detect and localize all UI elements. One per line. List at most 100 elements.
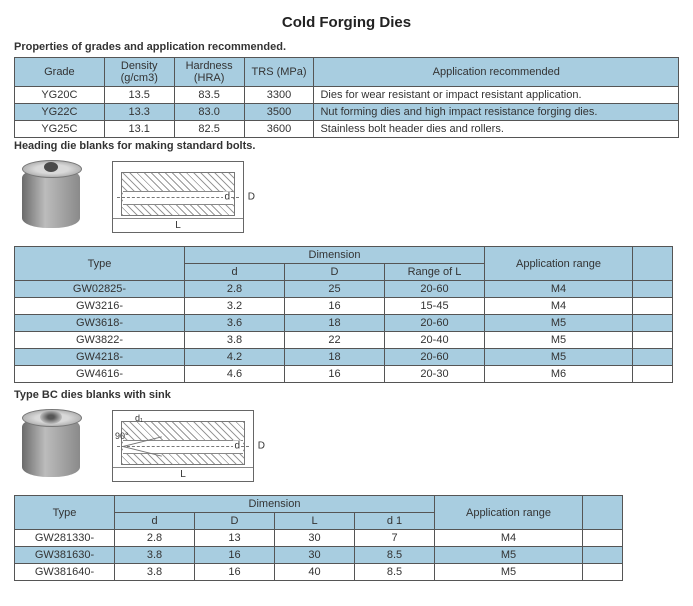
cylinder-plain-icon [18,160,84,234]
cell: 16 [195,547,275,564]
page-title: Cold Forging Dies [14,14,679,31]
bc-die-table: TypeDimensionApplication rangedDLd 1GW28… [14,495,623,581]
cell [633,349,673,366]
cell: 8.5 [355,547,435,564]
cell [633,281,673,298]
cell: 82.5 [174,121,244,138]
cell: 4.2 [185,349,285,366]
cell [583,530,623,547]
cell: 30 [275,547,355,564]
cell: 2.8 [115,530,195,547]
dim-L: L [113,218,243,232]
cell [633,298,673,315]
cell [633,315,673,332]
section3-label: Type BC dies blanks with sink [14,389,679,401]
cell: GW4616- [15,366,185,383]
cell: 3.8 [185,332,285,349]
cell: 3300 [244,87,314,104]
cell: M4 [485,281,633,298]
cell: 30 [275,530,355,547]
dim-d: d [223,192,231,203]
dim-L: L [113,467,253,481]
cell [633,247,673,281]
cell: M5 [485,332,633,349]
cell: 13.5 [104,87,174,104]
cell: M4 [485,298,633,315]
cell: GW3216- [15,298,185,315]
grades-table: GradeDensity (g/cm3)Hardness (HRA)TRS (M… [14,57,679,138]
cell: GW381640- [15,564,115,581]
cell: 16 [285,298,385,315]
dim-D: D [258,441,265,452]
cell: M5 [435,564,583,581]
cell: Nut forming dies and high impact resista… [314,104,679,121]
cell: Dies for wear resistant or impact resist… [314,87,679,104]
cell: YG20C [15,87,105,104]
cell: M5 [435,547,583,564]
cell: 20-60 [385,349,485,366]
cell: 16 [285,366,385,383]
cell: GW02825- [15,281,185,298]
cell: 15-45 [385,298,485,315]
cell: Hardness (HRA) [174,58,244,87]
section2-label: Heading die blanks for making standard b… [14,140,679,152]
cell: 20-40 [385,332,485,349]
cell: 16 [195,564,275,581]
cell: 2.8 [185,281,285,298]
cell: 20-30 [385,366,485,383]
dim-D: D [248,192,255,203]
cell: Application range [435,496,583,530]
cell: YG25C [15,121,105,138]
cell: 3.8 [115,564,195,581]
cell: M6 [485,366,633,383]
cell: 13.3 [104,104,174,121]
cell: 83.5 [174,87,244,104]
cell: 3.2 [185,298,285,315]
cell: Application recommended [314,58,679,87]
cell: 13 [195,530,275,547]
cell: Dimension [185,247,485,264]
cell: D [285,264,385,281]
cell: Density (g/cm3) [104,58,174,87]
cell: 40 [275,564,355,581]
cell: Application range [485,247,633,281]
heading-die-table: TypeDimensionApplication rangedDRange of… [14,246,673,383]
cell: GW3618- [15,315,185,332]
schematic-plain-icon: d D L [112,161,244,233]
cell: L [275,513,355,530]
cell: 7 [355,530,435,547]
cell: M4 [435,530,583,547]
cell: 8.5 [355,564,435,581]
cell: YG22C [15,104,105,121]
cell: TRS (MPa) [244,58,314,87]
section1-label: Properties of grades and application rec… [14,41,679,53]
section2-diagrams: d D L [18,160,679,234]
cell [583,496,623,530]
section3-diagrams: 90° d₁ d D L [18,409,679,483]
cell [583,564,623,581]
cell: M5 [485,349,633,366]
cylinder-sink-icon [18,409,84,483]
cell: 22 [285,332,385,349]
cell: 3600 [244,121,314,138]
cell [633,332,673,349]
cell: D [195,513,275,530]
cell [633,366,673,383]
cell: 20-60 [385,315,485,332]
cell: Dimension [115,496,435,513]
cell: 4.6 [185,366,285,383]
dim-angle: 90° [115,431,129,441]
cell: Grade [15,58,105,87]
dim-d1: d₁ [135,413,143,423]
cell: 18 [285,349,385,366]
cell: M5 [485,315,633,332]
cell: GW381630- [15,547,115,564]
cell: GW3822- [15,332,185,349]
cell [583,547,623,564]
cell: Range of L [385,264,485,281]
cell: 3500 [244,104,314,121]
cell: 83.0 [174,104,244,121]
cell: 13.1 [104,121,174,138]
cell: 3.6 [185,315,285,332]
cell: Type [15,247,185,281]
